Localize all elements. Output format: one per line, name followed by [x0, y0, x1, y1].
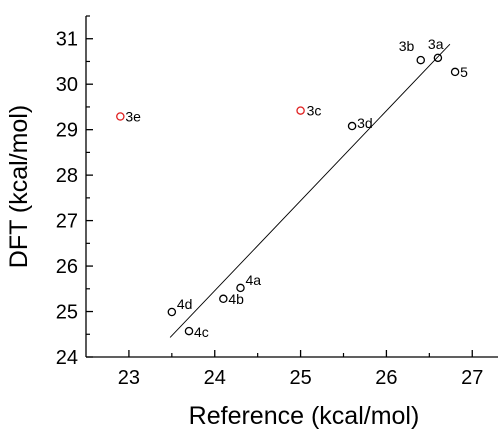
- fit-line-group: [169, 43, 451, 338]
- y-tick-label: 26: [56, 256, 78, 278]
- axes: 24 25 26 27 28 29 30 31 23 24 25 26 27: [56, 15, 498, 389]
- point-label-4d: 4d: [177, 296, 193, 312]
- data-point-4a: [236, 283, 245, 293]
- y-axis-title: DFT (kcal/mol): [5, 105, 33, 268]
- data-point-3e: [116, 112, 125, 121]
- data-point-5: [450, 67, 460, 77]
- x-tick-label: 25: [289, 367, 311, 389]
- y-tick-label: 25: [56, 302, 78, 324]
- y-tick-label: 28: [56, 165, 78, 187]
- point-label-3b: 3b: [399, 38, 415, 54]
- point-label-3a: 3a: [428, 36, 444, 52]
- data-point-3b: [416, 55, 425, 65]
- data-point-4b: [219, 294, 228, 304]
- data-point-4d: [167, 307, 177, 317]
- y-tick-label: 31: [56, 29, 78, 51]
- point-label-4c: 4c: [194, 324, 209, 340]
- y-tick-label: 27: [56, 211, 78, 233]
- point-label-3c: 3c: [307, 103, 322, 119]
- point-label-3e: 3e: [125, 108, 141, 124]
- x-tick-label: 27: [461, 367, 483, 389]
- data-point-3d: [347, 121, 357, 131]
- data-point-3a: [433, 53, 443, 63]
- data-point-4c: [184, 326, 194, 336]
- y-tick-label: 30: [56, 74, 78, 96]
- x-tick-label: 24: [204, 367, 226, 389]
- y-tick-label: 24: [56, 347, 78, 369]
- x-axis-title: Reference (kcal/mol): [189, 402, 420, 430]
- data-point-3c: [296, 106, 305, 115]
- point-label-4a: 4a: [246, 272, 262, 288]
- x-tick-label: 26: [375, 367, 397, 389]
- fit-line: [169, 43, 451, 338]
- y-tick-label: 29: [56, 120, 78, 142]
- point-label-3d: 3d: [357, 115, 373, 131]
- x-tick-label: 23: [118, 367, 140, 389]
- point-label-5: 5: [460, 64, 468, 80]
- point-label-4b: 4b: [228, 291, 244, 307]
